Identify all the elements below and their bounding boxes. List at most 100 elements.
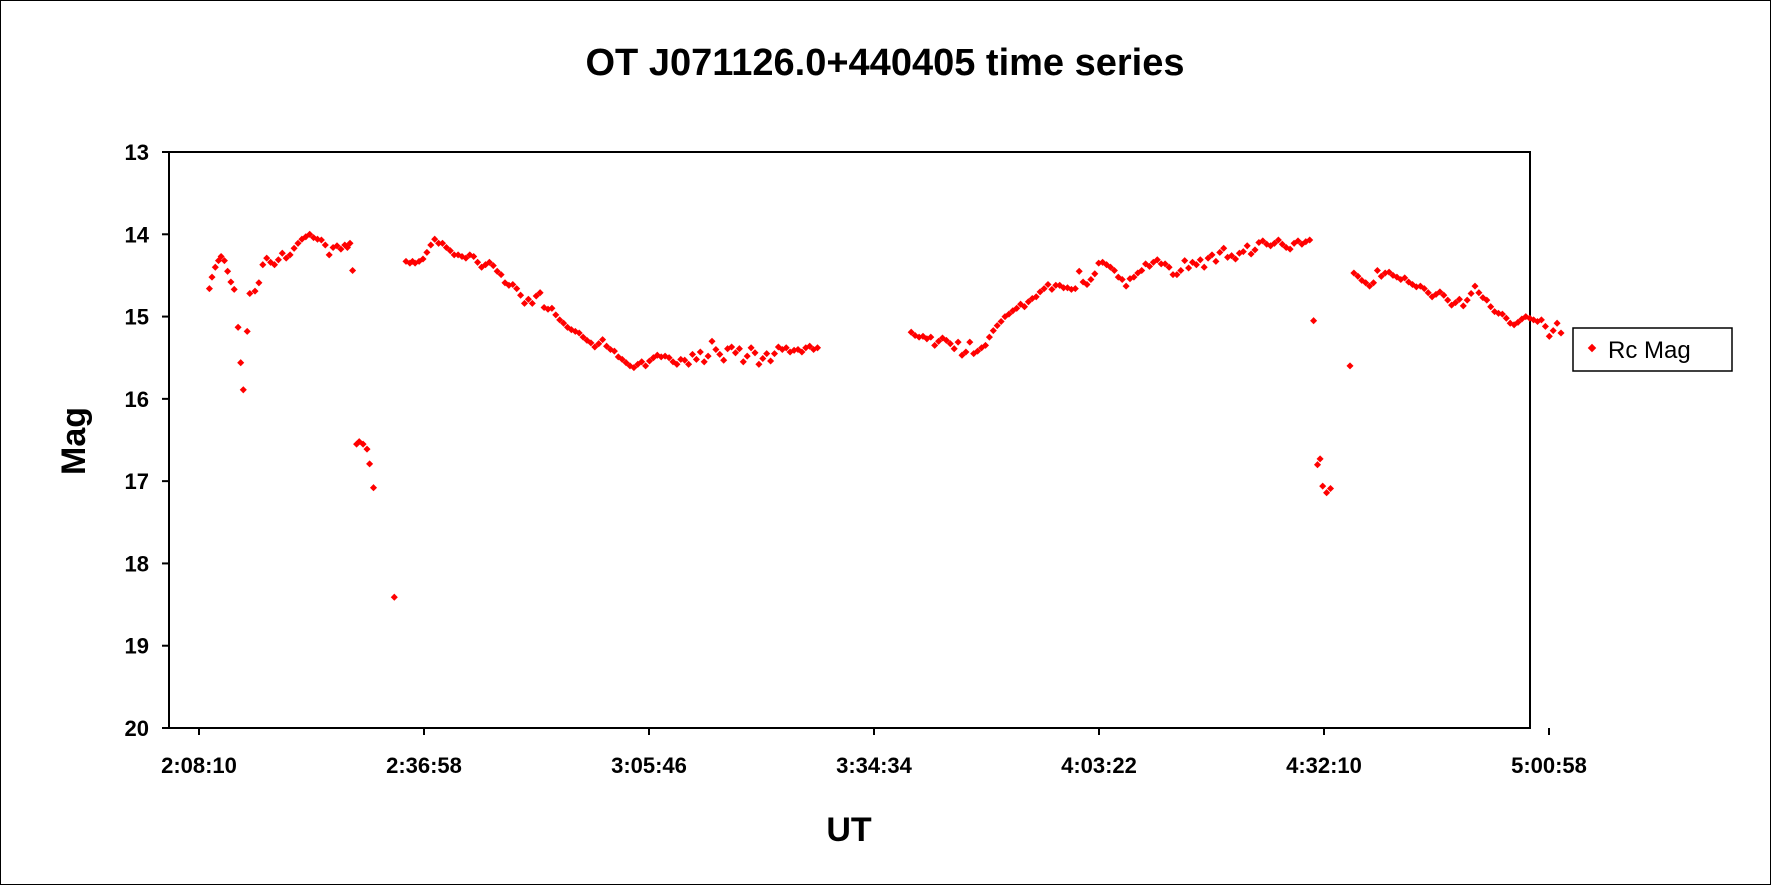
data-point (438, 239, 447, 247)
x-tick-label: 2:36:58 (386, 753, 462, 778)
data-point (450, 251, 458, 259)
data-point (237, 359, 245, 367)
data-point (282, 254, 290, 262)
data-point (286, 251, 294, 259)
data-point (743, 352, 751, 360)
legend-marker (1587, 343, 1597, 353)
data-point (1545, 332, 1553, 340)
data-point (419, 255, 427, 263)
data-point (1541, 322, 1549, 330)
data-point (1200, 263, 1208, 271)
data-point (688, 350, 697, 358)
data-point (239, 386, 247, 394)
data-point (1471, 282, 1479, 290)
data-point (638, 358, 646, 366)
data-point (333, 242, 341, 250)
data-point (234, 323, 242, 331)
y-axis-label: Mag (55, 407, 93, 475)
y-tick-label: 15 (125, 305, 149, 330)
data-point (1212, 257, 1220, 265)
data-point (321, 241, 329, 249)
data-point (950, 345, 958, 353)
data-point (1310, 317, 1318, 325)
y-tick-label: 18 (125, 551, 149, 576)
data-point (349, 266, 357, 275)
data-point (1475, 289, 1483, 297)
data-point (798, 348, 806, 356)
data-point (1122, 282, 1130, 290)
y-tick-label: 19 (125, 634, 149, 659)
data-point (230, 285, 238, 293)
data-point (1319, 482, 1327, 490)
data-point (622, 359, 630, 367)
plot-area (168, 151, 1531, 729)
data-point (813, 344, 822, 352)
data-point (423, 248, 431, 256)
data-point (575, 329, 583, 337)
data-point (446, 247, 454, 255)
data-point (931, 341, 939, 349)
data-point (217, 252, 225, 261)
data-point (363, 445, 371, 453)
x-tick-label: 3:05:46 (611, 753, 687, 778)
y-tick-label: 20 (125, 716, 149, 741)
data-point (610, 347, 618, 355)
data-point (208, 273, 216, 281)
data-point (1373, 266, 1381, 275)
data-point (1467, 289, 1475, 298)
data-point (524, 295, 532, 303)
data-point (767, 357, 775, 365)
data-point (728, 343, 736, 351)
data-point (306, 230, 314, 238)
data-point (1196, 256, 1204, 264)
data-point (591, 343, 599, 351)
legend: Rc Mag (1572, 327, 1733, 372)
data-point (954, 338, 962, 346)
data-point (1185, 264, 1193, 272)
data-point (251, 287, 259, 295)
legend-box (1572, 327, 1733, 372)
data-point (263, 254, 271, 262)
data-point (755, 360, 763, 368)
data-point (528, 299, 536, 307)
data-point (720, 356, 728, 364)
data-point (1243, 242, 1251, 250)
data-point (587, 339, 595, 347)
data-point (579, 333, 587, 341)
data-point (509, 280, 517, 289)
data-point (243, 327, 251, 335)
data-point (1181, 257, 1189, 265)
data-point (317, 236, 325, 244)
data-point (497, 271, 505, 279)
data-point (366, 460, 374, 468)
data-point (642, 362, 650, 370)
data-point (712, 345, 720, 354)
data-point (759, 354, 767, 363)
y-tick-label: 13 (125, 140, 149, 165)
data-point (560, 319, 568, 327)
data-point (489, 262, 497, 270)
x-axis-label: UT (826, 811, 872, 849)
data-point (1459, 302, 1467, 310)
x-tick-label: 2:08:10 (161, 753, 237, 778)
data-point (227, 278, 235, 286)
data-point (536, 289, 544, 297)
data-point (1346, 362, 1354, 370)
data-point (462, 254, 470, 262)
data-point (552, 311, 560, 319)
data-point (548, 304, 556, 312)
data-point (770, 350, 779, 358)
data-point (1013, 304, 1021, 312)
data-point (532, 292, 540, 300)
data-point (739, 358, 747, 366)
data-point (747, 344, 755, 352)
y-tick-label: 17 (125, 469, 149, 494)
data-point (708, 337, 716, 345)
data-point (645, 357, 654, 365)
data-point (1557, 329, 1565, 337)
data-point (681, 356, 689, 364)
data-point (517, 291, 525, 299)
data-point (431, 235, 439, 243)
